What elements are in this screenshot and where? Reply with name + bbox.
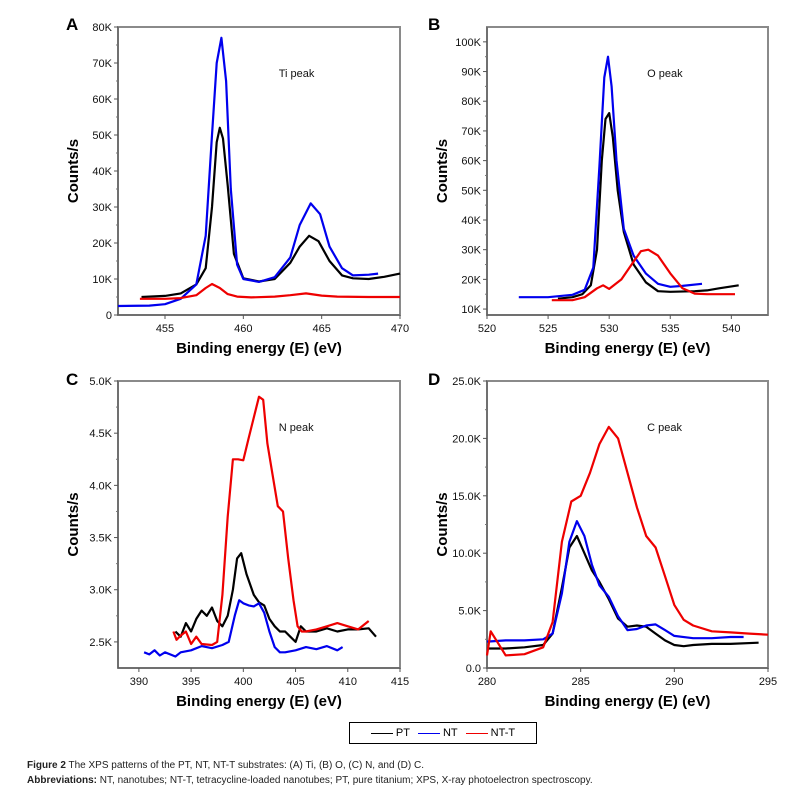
panel-d-series-nt	[486, 519, 744, 643]
legend-swatch	[465, 732, 488, 734]
panel-b-y-tick-label: 60K	[461, 156, 481, 168]
panel-d-x-tick-label: 290	[665, 676, 683, 688]
panel-c-frame	[117, 380, 401, 669]
panel-a-series-pt	[141, 126, 401, 299]
panel-b-annotation: O peak	[647, 68, 683, 80]
panel-a-series-nt-t	[139, 282, 400, 300]
panel-a-y-tick-label: 70K	[92, 58, 112, 70]
legend-swatch	[417, 732, 440, 734]
panel-c-x-tick-label: 410	[339, 676, 357, 688]
panel-b-y-tick-label: 10K	[461, 304, 481, 316]
panel-a-annotation: Ti peak	[279, 68, 315, 80]
panel-b-x-tick-label: 525	[539, 323, 557, 335]
legend-swatch	[370, 732, 393, 734]
panel-d-y-tick-label: 15.0K	[452, 491, 481, 503]
panel-b-y-tick-label: 100K	[455, 37, 481, 49]
panel-b-y-tick-label: 80K	[461, 96, 481, 108]
panel-a-y-tick-label: 0	[106, 310, 112, 322]
panel-a-frame	[117, 26, 401, 316]
panel-b-x-tick-label: 540	[722, 323, 740, 335]
panel-c-y-tick-label: 3.5K	[89, 533, 112, 545]
panel-c-x-tick-label: 415	[391, 676, 409, 688]
panel-c-x-tick-label: 395	[182, 676, 200, 688]
panel-d-x-label: Binding energy (E) (eV)	[545, 693, 711, 710]
panel-b-series-nt-t	[551, 248, 735, 302]
panel-b-letter: B	[428, 15, 440, 34]
panel-d-y-tick-label: 5.0K	[458, 606, 481, 618]
panel-c-x-tick-label: 405	[286, 676, 304, 688]
legend: PT NT NT-T	[349, 722, 537, 744]
panel-b-y-tick-label: 90K	[461, 67, 481, 79]
panel-c-y-label: Counts/s	[65, 492, 82, 556]
panel-c-x-tick-label: 400	[234, 676, 252, 688]
panel-d-y-tick-label: 0.0	[466, 663, 481, 675]
panel-b-x-tick-label: 535	[661, 323, 679, 335]
panel-d-x-tick-label: 280	[478, 676, 496, 688]
panel-a-y-tick-label: 60K	[92, 94, 112, 106]
legend-item-nt: NT	[417, 727, 458, 739]
panel-a-y-tick-label: 80K	[92, 22, 112, 34]
panel-a-y-tick-label: 50K	[92, 130, 112, 142]
panel-c-letter: C	[66, 370, 78, 389]
panel-a-letter: A	[66, 15, 78, 34]
panel-c-x-tick-label: 390	[130, 676, 148, 688]
panel-b-y-tick-label: 30K	[461, 245, 481, 257]
panel-b-series-pt	[557, 111, 739, 300]
legend-item-pt: PT	[370, 727, 410, 739]
panel-c-y-tick-label: 3.0K	[89, 585, 112, 597]
panel-b-y-tick-label: 70K	[461, 126, 481, 138]
panel-d-annotation: C peak	[647, 422, 682, 434]
panel-a-y-tick-label: 10K	[92, 274, 112, 286]
panel-a-y-tick-label: 30K	[92, 202, 112, 214]
abbrev-label: Abbreviations:	[27, 775, 98, 786]
panel-a-x-tick-label: 460	[234, 323, 252, 335]
panel-a-y-label: Counts/s	[65, 139, 82, 203]
panel-b-y-tick-label: 20K	[461, 274, 481, 286]
panel-b-y-label: Counts/s	[434, 139, 451, 203]
abbrev-text: NT, nanotubes; NT-T, tetracycline-loaded…	[97, 775, 593, 786]
panel-b-x-tick-label: 530	[600, 323, 618, 335]
panel-c-x-label: Binding energy (E) (eV)	[176, 693, 342, 710]
panel-c-y-tick-label: 2.5K	[89, 637, 112, 649]
panel-d-series-nt-t	[485, 425, 769, 657]
legend-item-nt-t: NT-T	[465, 727, 515, 739]
panel-d-y-tick-label: 10.0K	[452, 548, 481, 560]
panel-c-series-nt-t	[172, 395, 370, 647]
panel-a-x-tick-label: 465	[312, 323, 330, 335]
panel-c-series-nt	[143, 599, 344, 658]
panel-d-frame	[486, 380, 769, 669]
panel-b-series-nt	[518, 55, 703, 299]
figure-caption: Figure 2 The XPS patterns of the PT, NT,…	[27, 760, 424, 771]
panel-c-y-tick-label: 5.0K	[89, 376, 112, 388]
panel-c-series-pt	[174, 552, 377, 644]
panel-d-x-tick-label: 285	[571, 676, 589, 688]
panel-d-y-tick-label: 25.0K	[452, 376, 481, 388]
panel-d-y-label: Counts/s	[434, 492, 451, 556]
caption-label: Figure 2	[27, 760, 66, 771]
panel-b-x-tick-label: 520	[478, 323, 496, 335]
panel-a-x-tick-label: 470	[391, 323, 409, 335]
panel-c-y-tick-label: 4.0K	[89, 480, 112, 492]
caption-text: The XPS patterns of the PT, NT, NT-T sub…	[65, 760, 424, 771]
panel-a-x-label: Binding energy (E) (eV)	[176, 340, 342, 357]
abbreviations: Abbreviations: NT, nanotubes; NT-T, tetr…	[27, 775, 593, 786]
panel-d-y-tick-label: 20.0K	[452, 433, 481, 445]
panel-c-annotation: N peak	[279, 422, 314, 434]
panel-a-x-tick-label: 455	[156, 323, 174, 335]
panel-b-y-tick-label: 40K	[461, 215, 481, 227]
panel-b-y-tick-label: 50K	[461, 185, 481, 197]
panel-b-x-label: Binding energy (E) (eV)	[545, 340, 711, 357]
panel-d-x-tick-label: 295	[759, 676, 777, 688]
panel-a-y-tick-label: 40K	[92, 166, 112, 178]
panel-a-y-tick-label: 20K	[92, 238, 112, 250]
panel-d-letter: D	[428, 370, 440, 389]
panel-a-series-nt	[117, 36, 379, 308]
panel-c-y-tick-label: 4.5K	[89, 428, 112, 440]
